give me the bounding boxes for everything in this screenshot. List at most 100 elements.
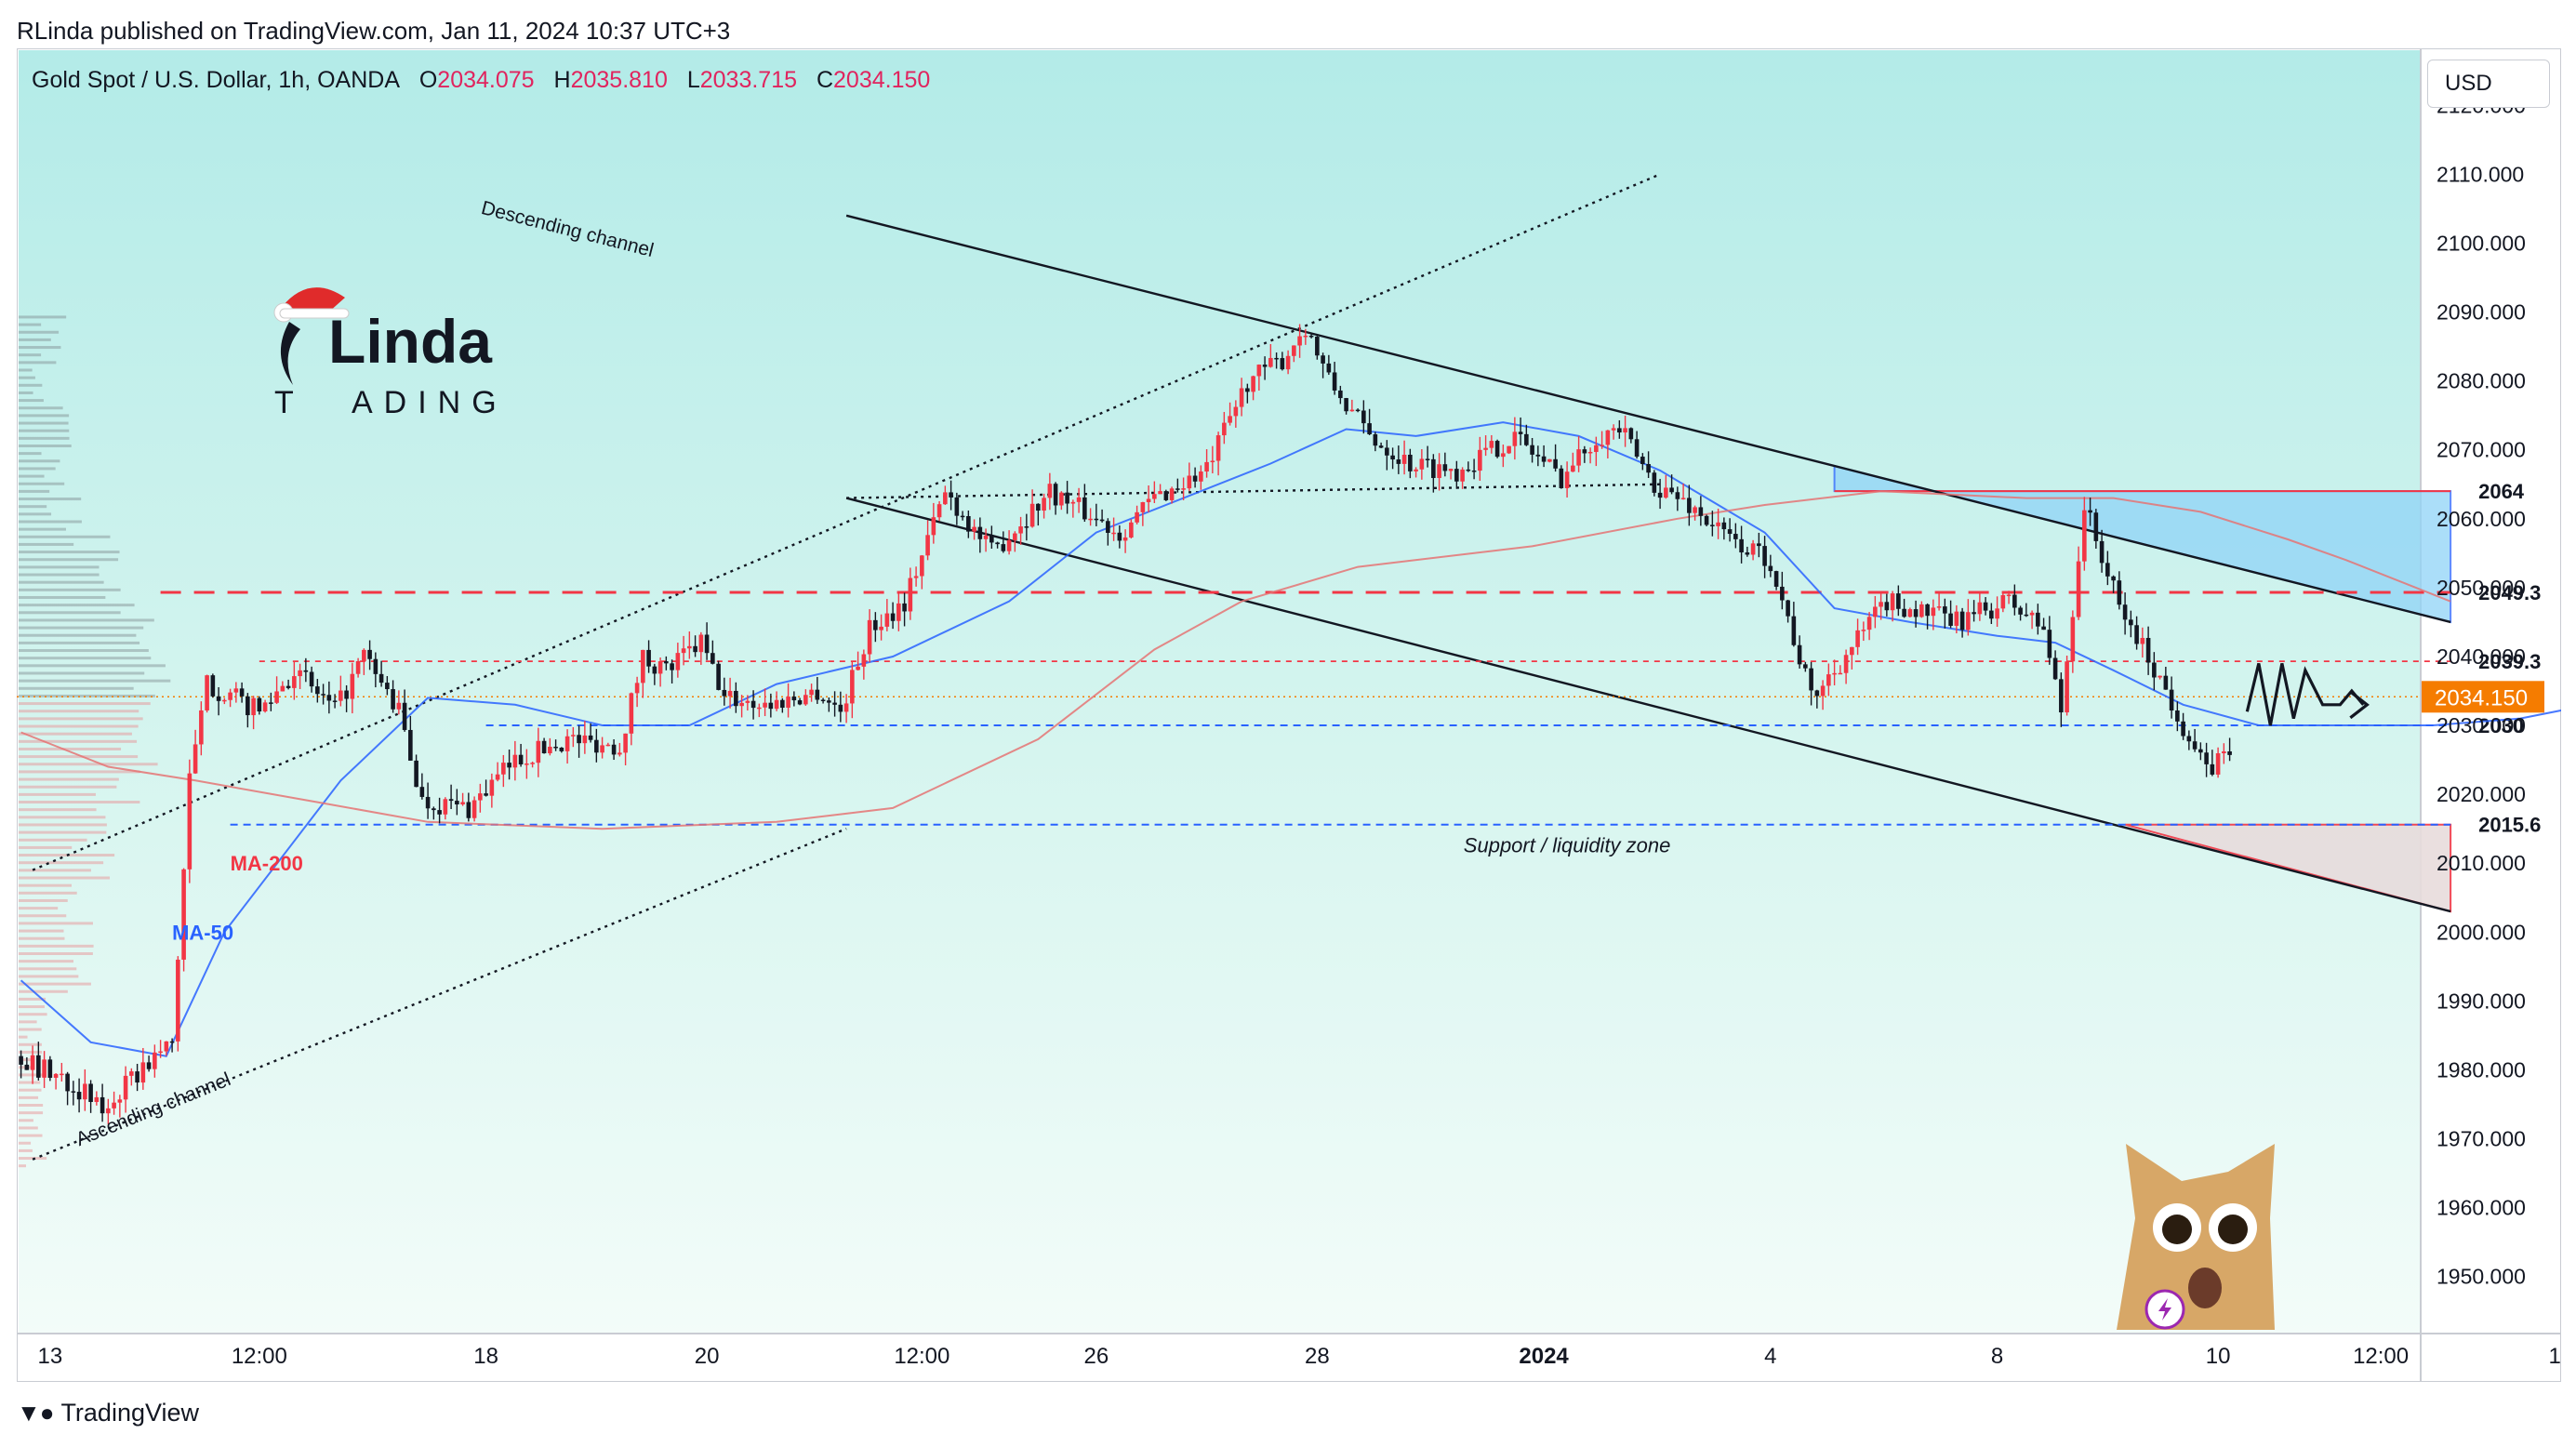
y-tick-label: 1970.000 <box>2437 1127 2526 1151</box>
descending-channel-upper <box>845 214 2451 624</box>
candle-body <box>1791 616 1797 645</box>
volume-bar <box>19 421 69 425</box>
price-axis[interactable]: 2120.0002110.0002100.0002090.0002080.000… <box>2422 93 2544 1289</box>
candle-body <box>1308 335 1314 338</box>
candle-body <box>1204 461 1209 472</box>
volume-bar <box>19 542 74 546</box>
candle-body <box>1541 456 1547 462</box>
candle-body <box>1483 447 1488 450</box>
candle-body <box>1995 608 1999 619</box>
candle-body <box>1797 644 1802 665</box>
volume-bar <box>19 845 73 849</box>
volume-bar <box>19 527 66 531</box>
candle-body <box>843 703 849 712</box>
x-tick-label: 12:00 <box>2353 1344 2409 1369</box>
volume-bar <box>19 694 155 697</box>
candle-body <box>1739 538 1744 553</box>
santa-hat-icon <box>282 287 345 312</box>
candle-body <box>1408 454 1413 471</box>
candle-body <box>960 515 965 518</box>
volume-bar <box>19 770 140 774</box>
candle-body <box>47 1059 53 1078</box>
lightning-icon[interactable] <box>2144 1289 2185 1330</box>
volume-bar <box>19 801 140 804</box>
tradingview-logo-icon[interactable]: ▼● <box>17 1399 54 1427</box>
candle-body <box>850 670 855 704</box>
candle-body <box>1989 610 1994 619</box>
candle-body <box>216 696 221 701</box>
candle-body <box>2198 749 2203 753</box>
candle-body <box>524 763 529 765</box>
rlinda-trading-logo: Linda T ADING <box>273 287 508 420</box>
candle-body <box>1843 655 1849 673</box>
candle-body <box>1378 445 1384 448</box>
candle-body <box>489 779 495 796</box>
x-tick-label: 13 <box>37 1344 62 1369</box>
candle-body <box>65 1073 70 1092</box>
volume-bar <box>19 883 72 887</box>
volume-bar <box>19 755 139 759</box>
candle-body <box>385 683 390 690</box>
candle-body <box>681 648 686 654</box>
x-tick-label: 12:00 <box>894 1344 949 1369</box>
time-axis[interactable]: 13 12:00 18 20 12:00 26 28 2024 4 8 10 12:00 15 <box>37 1344 2561 1369</box>
candle-body <box>2000 594 2006 609</box>
candle-body <box>1332 372 1337 391</box>
candle-body <box>989 535 994 543</box>
volume-bar <box>19 323 42 326</box>
candle-body <box>577 735 581 744</box>
candle-body <box>657 661 663 674</box>
y-tick-label: 1990.000 <box>2437 989 2526 1013</box>
volume-bar <box>19 717 143 721</box>
currency-button[interactable]: USD <box>2427 60 2550 108</box>
candle-body <box>443 799 448 815</box>
candle-body <box>1489 441 1494 448</box>
logo-text-bottom: ADING <box>352 385 508 420</box>
candle-body <box>1559 468 1564 488</box>
candle-body <box>30 1055 35 1070</box>
candle-body <box>936 504 942 518</box>
volume-bar <box>19 383 43 387</box>
candle-body <box>617 752 622 755</box>
candle-body <box>36 1055 41 1078</box>
candle-body <box>2129 619 2133 626</box>
candle-body <box>117 1099 123 1103</box>
volume-bar <box>19 444 72 447</box>
candle-body <box>2140 637 2145 644</box>
close-value: 2034.150 <box>833 67 931 93</box>
candle-body <box>1611 428 1616 431</box>
candle-body <box>861 654 867 667</box>
candle-body <box>815 689 820 700</box>
candlesticks <box>19 324 2232 1125</box>
y-tick-label: 2060.000 <box>2437 507 2526 531</box>
candle-body <box>1222 422 1227 436</box>
candle-body <box>1437 464 1441 479</box>
volume-bar <box>19 649 149 653</box>
candle-body <box>698 634 704 653</box>
candle-body <box>1966 612 1971 631</box>
level-label: 2039.3 <box>2478 650 2541 673</box>
candle-body <box>1826 674 1831 686</box>
footer-brand[interactable]: TradingView <box>60 1399 200 1427</box>
candle-body <box>2088 510 2092 513</box>
volume-bar <box>19 732 132 736</box>
candle-body <box>896 603 901 621</box>
candle-body <box>1013 533 1017 540</box>
candle-body <box>269 702 273 704</box>
candle-body <box>1919 604 1924 617</box>
volume-bar <box>19 641 140 644</box>
volume-bar <box>19 618 154 622</box>
volume-bar <box>19 1081 41 1084</box>
candle-body <box>2215 753 2221 775</box>
candle-body <box>2036 612 2040 627</box>
moving-average-ma-50 <box>20 421 2561 1057</box>
volume-bar <box>19 1119 33 1122</box>
candle-body <box>2210 763 2215 775</box>
y-tick-label: 2040.000 <box>2437 644 2526 669</box>
candle-body <box>623 733 628 753</box>
candle-body <box>1129 522 1134 538</box>
volume-bar <box>19 830 107 834</box>
volume-bar <box>19 551 120 554</box>
logo-letter-t: T <box>274 385 294 420</box>
